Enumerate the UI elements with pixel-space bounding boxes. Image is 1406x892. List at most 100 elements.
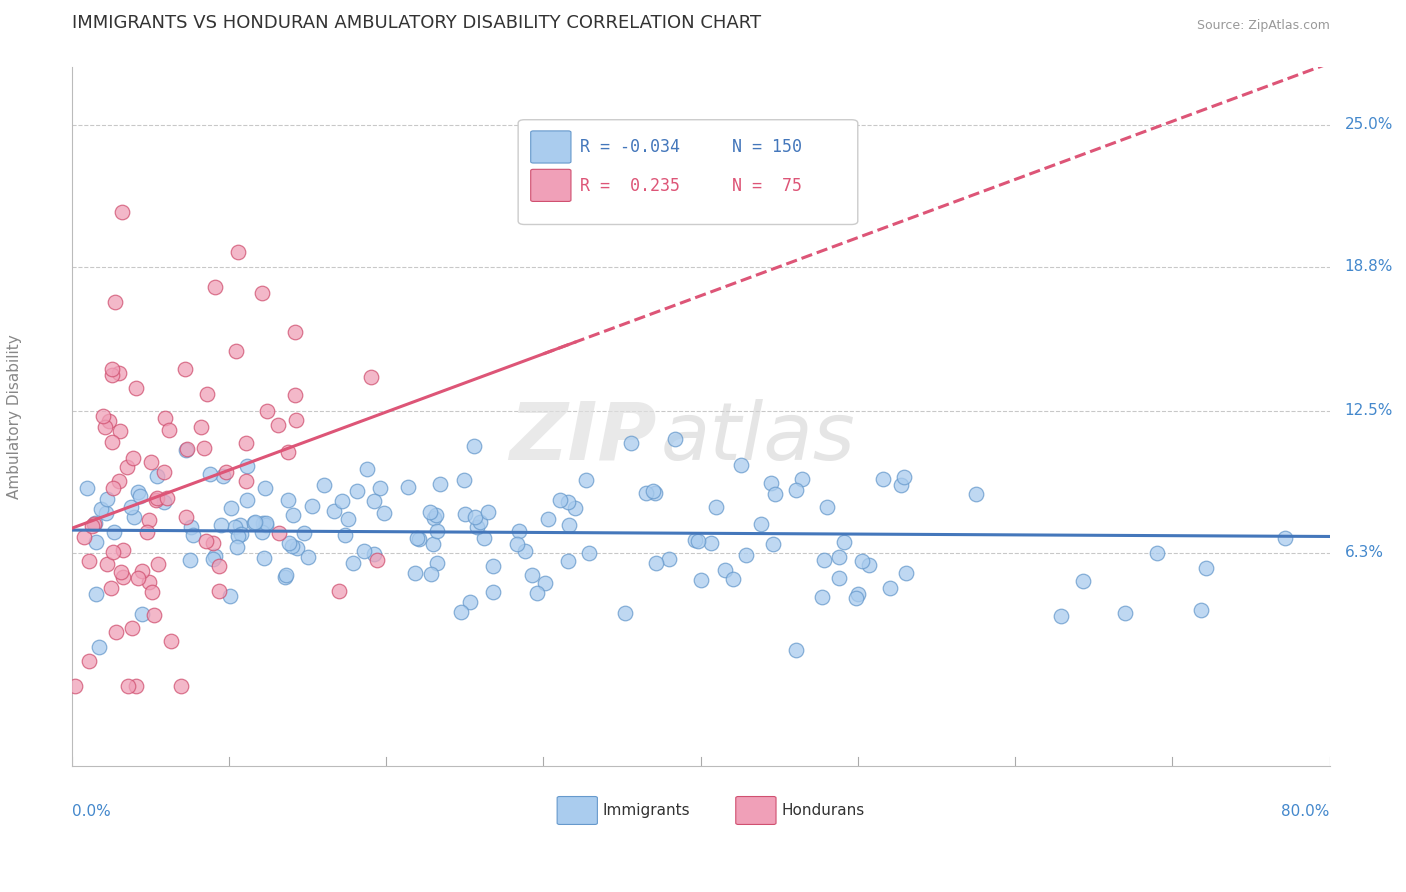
- Point: [664, 432, 686, 446]
- Point: [83, 516, 105, 531]
- Text: R = -0.034: R = -0.034: [579, 138, 679, 156]
- Point: [879, 581, 901, 595]
- Point: [284, 388, 307, 402]
- Point: [250, 524, 273, 539]
- Point: [250, 285, 273, 300]
- Point: [792, 472, 814, 486]
- Point: [408, 533, 430, 547]
- Point: [537, 512, 560, 526]
- Point: [481, 559, 503, 574]
- Point: [73, 530, 96, 544]
- Point: [965, 487, 987, 501]
- Point: [558, 517, 581, 532]
- Point: [1114, 606, 1136, 620]
- Point: [1071, 574, 1094, 588]
- Text: 12.5%: 12.5%: [1344, 403, 1393, 418]
- Point: [735, 548, 758, 562]
- Point: [170, 679, 193, 693]
- Point: [254, 482, 277, 496]
- Text: 6.3%: 6.3%: [1344, 545, 1384, 560]
- Point: [195, 533, 218, 548]
- Point: [108, 424, 131, 438]
- Point: [281, 508, 304, 523]
- Point: [277, 444, 299, 458]
- Point: [575, 474, 598, 488]
- Point: [277, 536, 299, 550]
- Point: [76, 481, 98, 495]
- Point: [785, 643, 807, 657]
- Text: Hondurans: Hondurans: [782, 803, 865, 818]
- FancyBboxPatch shape: [530, 169, 571, 202]
- Text: Ambulatory Disability: Ambulatory Disability: [7, 334, 22, 499]
- Point: [323, 503, 346, 517]
- Point: [346, 483, 368, 498]
- Point: [138, 575, 160, 590]
- Point: [368, 481, 391, 495]
- Point: [101, 361, 124, 376]
- Point: [425, 508, 447, 522]
- Point: [1274, 532, 1296, 546]
- FancyBboxPatch shape: [557, 797, 598, 824]
- Point: [845, 591, 868, 605]
- Text: N =  75: N = 75: [733, 178, 801, 195]
- Point: [107, 474, 129, 488]
- Point: [225, 540, 247, 554]
- Point: [112, 570, 135, 584]
- Point: [515, 543, 537, 558]
- Point: [242, 516, 264, 531]
- Point: [224, 519, 246, 533]
- Point: [404, 566, 426, 580]
- Point: [131, 564, 153, 578]
- Point: [121, 621, 143, 635]
- Point: [267, 418, 290, 433]
- Point: [141, 585, 163, 599]
- Point: [429, 477, 451, 491]
- Point: [160, 633, 183, 648]
- Point: [229, 527, 252, 541]
- Point: [212, 469, 235, 483]
- Point: [689, 573, 711, 587]
- Point: [93, 409, 115, 424]
- Point: [181, 528, 204, 542]
- Point: [453, 473, 475, 487]
- Point: [468, 515, 491, 529]
- Point: [557, 494, 579, 508]
- Point: [730, 458, 752, 473]
- Point: [423, 511, 446, 525]
- Point: [813, 553, 835, 567]
- Point: [215, 465, 238, 479]
- Point: [143, 608, 166, 623]
- Point: [620, 435, 643, 450]
- Point: [706, 500, 728, 514]
- Point: [97, 414, 120, 428]
- Point: [128, 489, 150, 503]
- Point: [688, 533, 710, 548]
- Point: [208, 558, 231, 573]
- Point: [235, 474, 257, 488]
- Point: [103, 482, 125, 496]
- Point: [828, 571, 851, 585]
- Point: [1195, 561, 1218, 575]
- Point: [472, 531, 495, 545]
- Point: [363, 547, 385, 561]
- Point: [229, 518, 252, 533]
- Point: [100, 581, 122, 595]
- Point: [464, 510, 486, 524]
- Point: [198, 467, 221, 481]
- Point: [202, 552, 225, 566]
- Point: [146, 469, 169, 483]
- Point: [87, 640, 110, 655]
- Point: [1146, 546, 1168, 560]
- Point: [245, 515, 267, 529]
- Point: [127, 485, 149, 500]
- Point: [274, 568, 297, 582]
- Point: [564, 500, 586, 515]
- Point: [235, 436, 257, 450]
- Point: [117, 679, 139, 693]
- Point: [84, 516, 107, 530]
- Point: [828, 549, 851, 564]
- Point: [396, 480, 419, 494]
- Point: [851, 554, 873, 568]
- Point: [889, 478, 911, 492]
- Point: [208, 583, 231, 598]
